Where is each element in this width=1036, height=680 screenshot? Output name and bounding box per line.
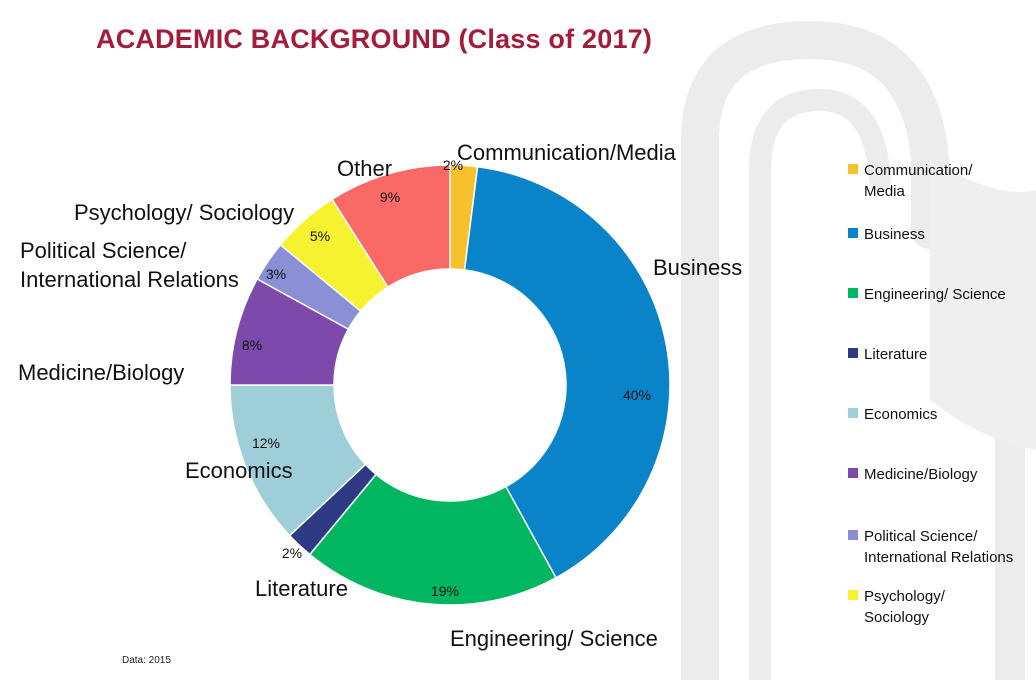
slice-category-label: Political Science/International Relation… xyxy=(20,238,239,292)
legend-swatch xyxy=(848,408,858,418)
legend-item: Medicine/Biology xyxy=(848,464,1014,485)
legend-item: Economics xyxy=(848,404,1014,425)
legend-label: Political Science/ International Relatio… xyxy=(864,528,1014,566)
legend-label: Medicine/Biology xyxy=(864,466,978,483)
legend-item: Literature xyxy=(848,344,1014,365)
slice-2 xyxy=(308,473,558,606)
legend-item: Engineering/ Science xyxy=(848,284,1014,305)
slice-category-label: Communication/Media xyxy=(457,140,677,165)
legend-label: Engineering/ Science xyxy=(864,286,1006,303)
slice-value-label: 8% xyxy=(242,337,262,353)
legend-label: Communication/ Media xyxy=(864,162,973,200)
slice-1 xyxy=(463,165,671,579)
legend-label: Business xyxy=(864,226,925,243)
slice-category-label: Literature xyxy=(255,576,348,601)
slice-category-label: Medicine/Biology xyxy=(18,360,184,385)
legend-item: Business xyxy=(848,224,1014,245)
slice-category-label: Economics xyxy=(185,458,293,483)
slice-category-label: Business xyxy=(653,255,742,280)
legend-item: Psychology/ Sociology xyxy=(848,586,1014,628)
slice-value-label: 3% xyxy=(266,266,286,282)
chart-title: ACADEMIC BACKGROUND (Class of 2017) xyxy=(96,24,653,54)
slice-value-label: 5% xyxy=(310,228,330,244)
slice-value-label: 19% xyxy=(431,583,459,599)
legend-swatch xyxy=(848,164,858,174)
slice-value-label: 9% xyxy=(380,189,400,205)
slice-value-label: 2% xyxy=(282,545,302,561)
slice-category-label: Psychology/ Sociology xyxy=(74,200,294,225)
legend-item: Political Science/ International Relatio… xyxy=(848,526,1014,568)
legend-swatch xyxy=(848,348,858,358)
source-note: Data: 2015 xyxy=(122,655,171,666)
legend-swatch xyxy=(848,468,858,478)
slice-value-label: 40% xyxy=(623,387,651,403)
legend-label: Psychology/ Sociology xyxy=(864,588,945,626)
legend-label: Literature xyxy=(864,346,928,363)
slice-category-label: Engineering/ Science xyxy=(450,626,658,651)
legend-swatch xyxy=(848,530,858,540)
legend-label: Economics xyxy=(864,406,938,423)
slice-category-label: Other xyxy=(337,156,392,181)
legend-swatch xyxy=(848,228,858,238)
slice-value-label: 2% xyxy=(443,157,463,173)
slice-8 xyxy=(331,164,451,289)
legend-item: Communication/ Media xyxy=(848,160,1014,202)
legend-swatch xyxy=(848,590,858,600)
legend-swatch xyxy=(848,288,858,298)
slice-value-label: 12% xyxy=(252,435,280,451)
